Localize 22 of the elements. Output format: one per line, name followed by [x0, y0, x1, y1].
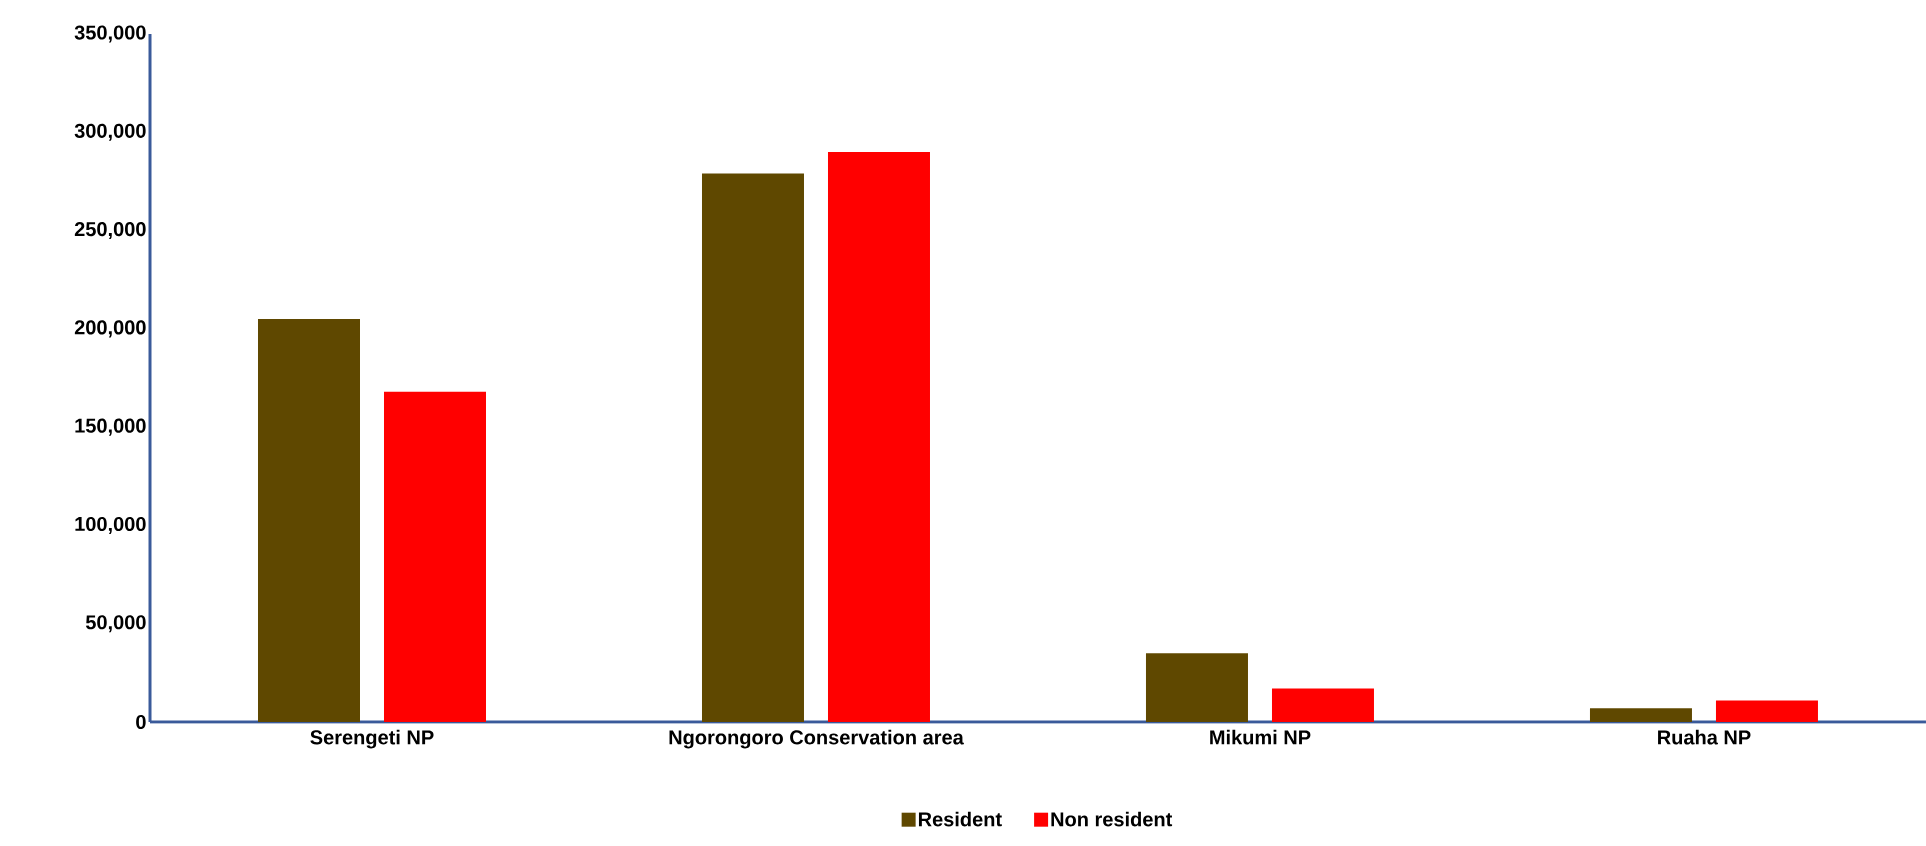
bar [827, 151, 930, 722]
x-tick-label: Ruaha NP [1658, 729, 1751, 745]
y-tick-label: 100,000 [75, 516, 146, 534]
y-tick-label: 350,000 [74, 25, 146, 43]
x-tick-label: Ngorongoro Conservation area [669, 729, 964, 749]
bar [1271, 688, 1374, 722]
x-tick-label: Serengeti NP [310, 729, 434, 749]
y-tick-label: 300,000 [74, 123, 146, 141]
bar [701, 173, 804, 722]
legend-label: Non resident [1051, 811, 1173, 827]
legend-label: Resident [918, 811, 1002, 827]
bar [1145, 653, 1248, 722]
x-tick-label: Mikumi NP [1210, 729, 1311, 745]
bar [384, 391, 486, 722]
y-tick-label: 50,000 [85, 615, 146, 633]
bar [258, 319, 360, 722]
bar [1715, 700, 1818, 722]
y-tick-label: 200,000 [74, 320, 146, 338]
y-tick-label: 150,000 [75, 418, 146, 436]
y-tick-label: 250,000 [74, 222, 146, 240]
y-tick-label: 0 [136, 714, 146, 730]
bar [1589, 708, 1692, 722]
